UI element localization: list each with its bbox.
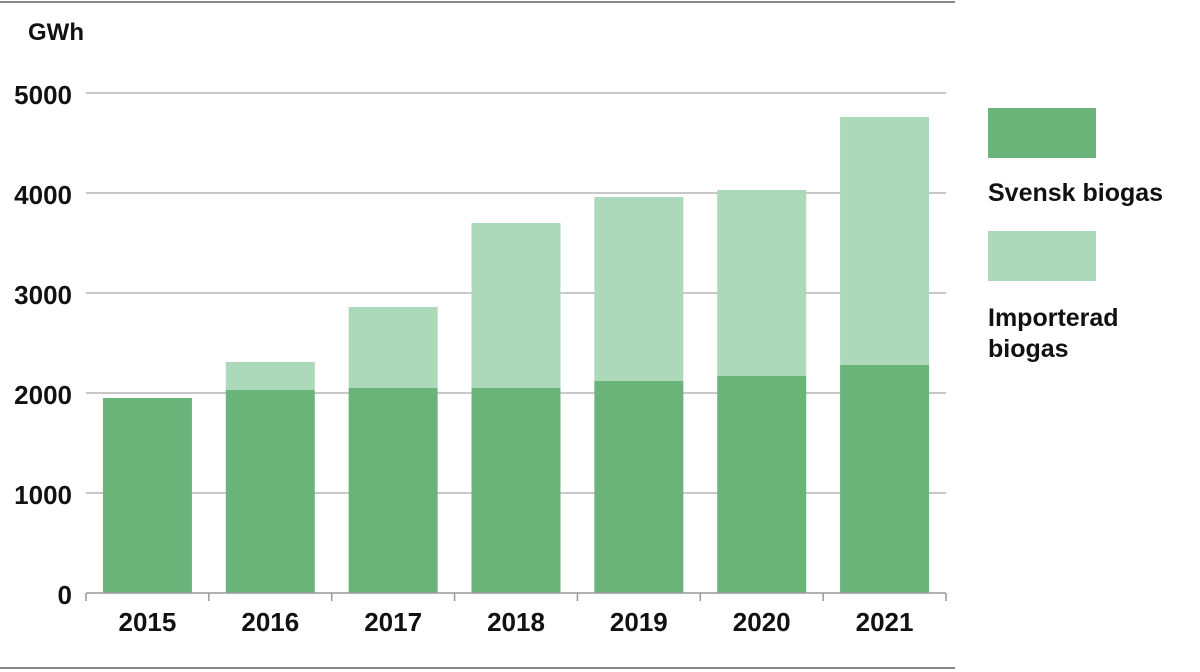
bar-importerad-2017 (348, 307, 438, 388)
bar-importerad-2016 (225, 362, 315, 390)
y-tick-labels: 0 1000 2000 3000 4000 5000 (14, 80, 72, 610)
bar-svensk-2019 (594, 381, 684, 593)
x-tick-label: 2020 (733, 607, 791, 637)
x-tick-labels: 2015 2016 2017 2018 2019 2020 2021 (119, 607, 914, 637)
bar-svensk-2020 (717, 376, 807, 593)
legend: Svensk biogas Importerad biogas (988, 108, 1193, 365)
legend-swatch-svensk (988, 108, 1096, 158)
y-unit-label: GWh (28, 19, 84, 46)
x-tick-label: 2021 (856, 607, 914, 637)
bar-svensk-2016 (225, 390, 315, 593)
x-tick-label: 2015 (119, 607, 177, 637)
y-tick-label: 1000 (14, 480, 72, 510)
bar-importerad-2019 (594, 197, 684, 381)
legend-label-importerad: Importerad biogas (988, 304, 1119, 363)
bar-importerad-2020 (717, 190, 807, 376)
y-tick-label: 0 (58, 580, 72, 610)
y-tick-label: 3000 (14, 280, 72, 310)
y-tick-label: 4000 (14, 180, 72, 210)
bar-importerad-2018 (471, 223, 561, 388)
legend-label-svensk: Svensk biogas (988, 179, 1164, 207)
bar-svensk-2021 (840, 365, 930, 593)
x-tick-label: 2019 (610, 607, 668, 637)
bar-svensk-2018 (471, 388, 561, 593)
x-tick-label: 2018 (487, 607, 545, 637)
bar-importerad-2021 (840, 117, 930, 365)
x-tick-label: 2017 (364, 607, 422, 637)
x-axis (85, 592, 947, 601)
legend-swatch-importerad (988, 231, 1096, 281)
bar-svensk-2017 (348, 388, 438, 593)
y-tick-label: 2000 (14, 380, 72, 410)
bar-svensk-2015 (102, 398, 192, 593)
x-tick-label: 2016 (241, 607, 299, 637)
y-tick-label: 5000 (14, 80, 72, 110)
bars (102, 117, 930, 593)
